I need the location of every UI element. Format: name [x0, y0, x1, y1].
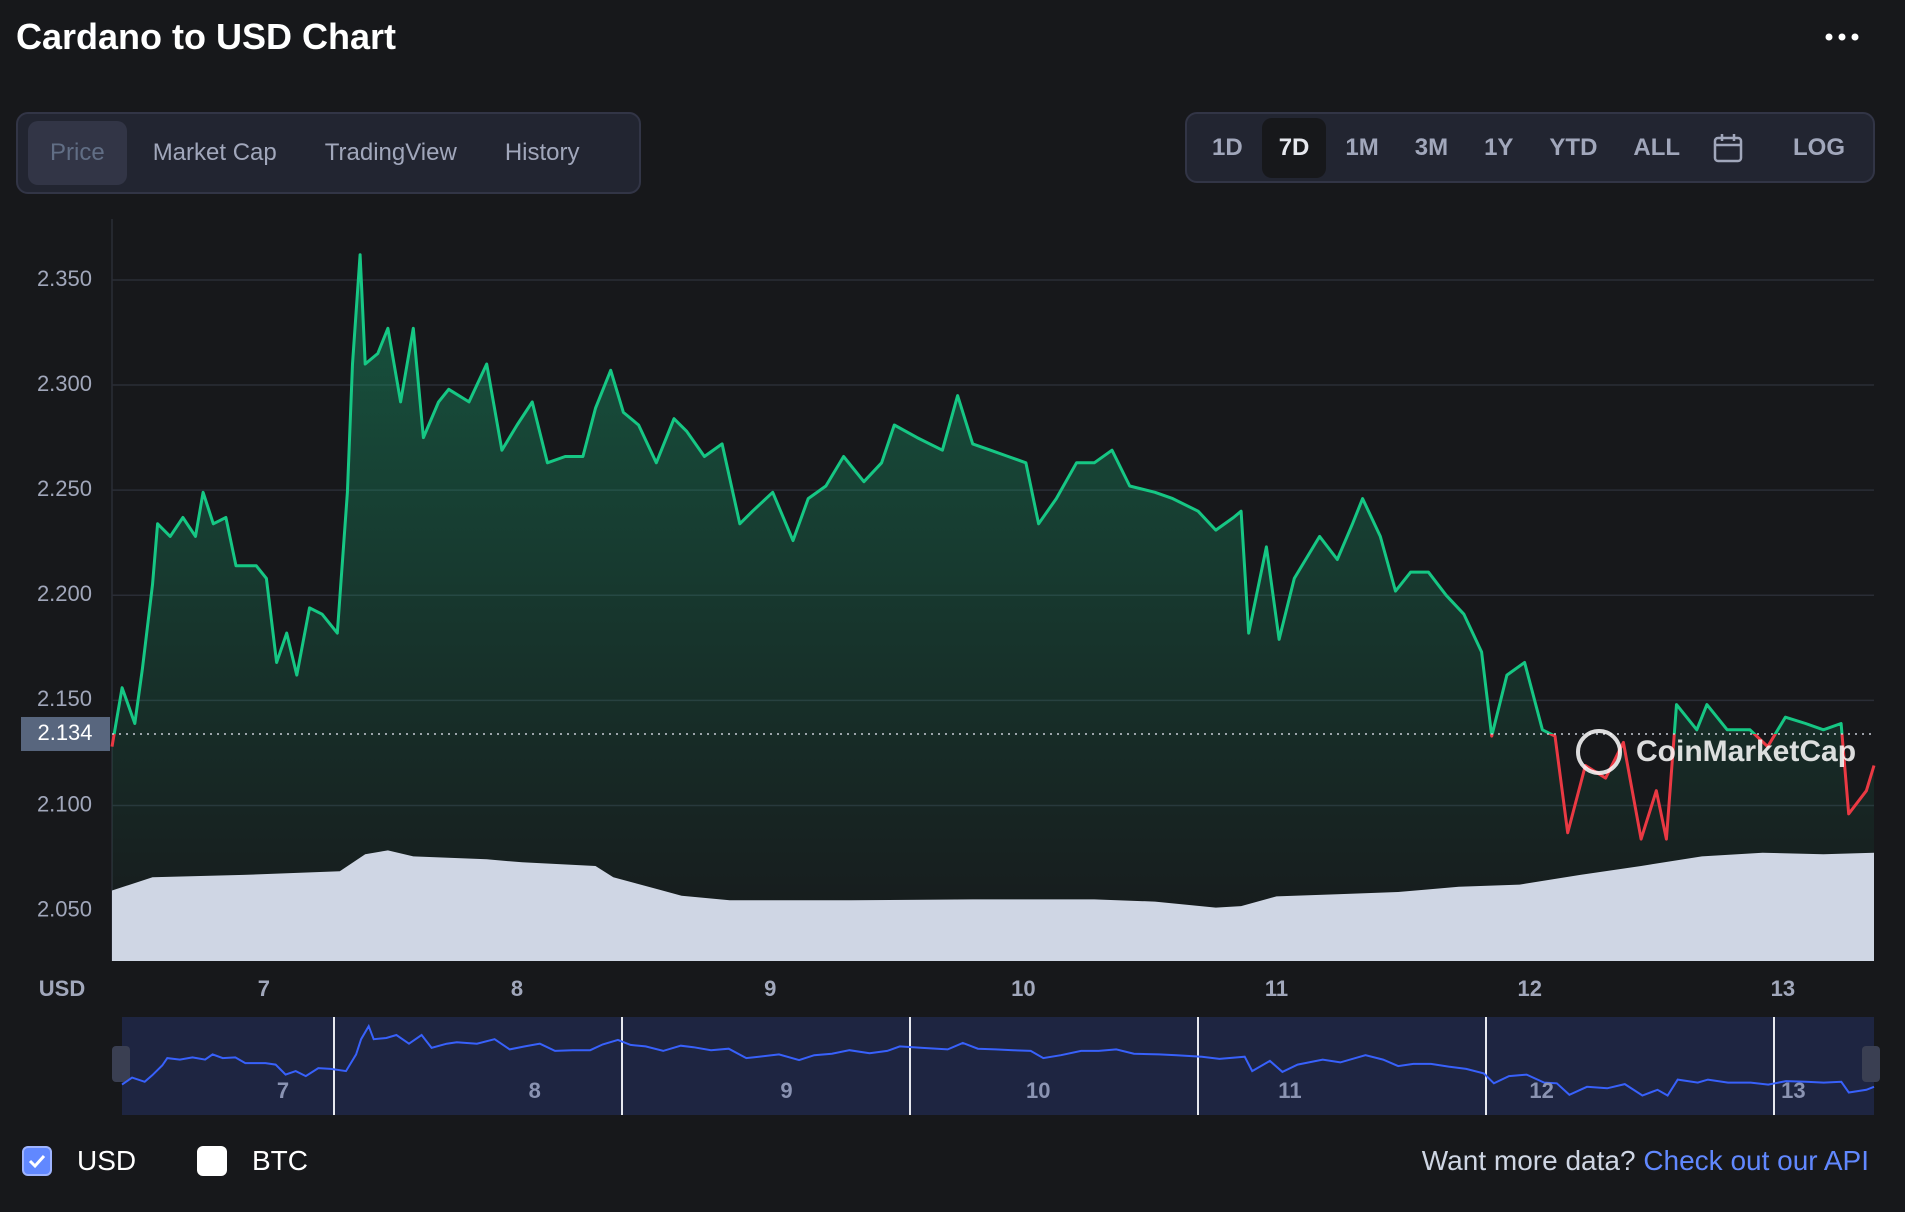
log-button[interactable]: LOG	[1793, 133, 1845, 161]
y-tick-label: 2.300	[37, 371, 92, 396]
navigator-tick-label: 12	[1529, 1078, 1553, 1103]
checkbox-label: BTC	[252, 1145, 308, 1176]
y-tick-label: 2.350	[37, 266, 92, 291]
chart: 2.134 2.050 2.100 2.150 2.200 2.250 2.300 2.35…	[21, 219, 1880, 1115]
api-link[interactable]: Check out our API	[1643, 1145, 1869, 1176]
volume-area	[112, 850, 1874, 961]
check-icon	[28, 1154, 46, 1169]
y-tick-label: 2.250	[37, 476, 92, 501]
tab[interactable]: History	[504, 139, 580, 166]
range-button[interactable]: 1Y	[1484, 133, 1514, 161]
navigator-tick-label: 7	[277, 1078, 289, 1103]
reference-label-box	[21, 716, 110, 751]
y-tick-label: 2.050	[37, 896, 92, 921]
range-button[interactable]: ALL	[1633, 133, 1681, 161]
price-line	[110, 253, 1876, 841]
range-button[interactable]: YTD	[1549, 133, 1598, 161]
tab-bar: Price Market Cap TradingView History	[16, 112, 641, 194]
usd-checkbox[interactable]	[22, 1146, 52, 1176]
x-tick-label: 12	[1517, 976, 1541, 1001]
x-tick-label: 10	[1011, 976, 1035, 1001]
range-button[interactable]: 1M	[1345, 133, 1379, 161]
navigator-background	[122, 1017, 1874, 1115]
navigator-tick-label: 13	[1781, 1078, 1805, 1103]
tab[interactable]: Market Cap	[152, 139, 277, 166]
navigator-tick-label: 11	[1278, 1078, 1301, 1103]
y-axis-label: USD	[39, 976, 85, 1001]
x-tick-label: 13	[1771, 976, 1795, 1001]
btc-checkbox[interactable]	[197, 1146, 227, 1176]
x-tick-label: 8	[511, 976, 523, 1001]
watermark: CoinMarketCap	[1636, 735, 1856, 768]
more-menu[interactable]	[1825, 32, 1859, 42]
range-bar: 1D 7D 1M 3M 1Y YTD ALL LOG	[1185, 112, 1875, 183]
reference-label: 2.134	[37, 720, 92, 745]
y-tick-label: 2.100	[37, 791, 92, 816]
range-button[interactable]: 1D	[1212, 133, 1243, 161]
navigator-handle-left[interactable]	[112, 1046, 130, 1082]
calendar-button[interactable]	[1713, 133, 1743, 163]
prompt-text: Want more data?	[1421, 1145, 1636, 1176]
watermark-logo	[1576, 729, 1622, 775]
navigator-handle-right[interactable]	[1862, 1046, 1880, 1082]
y-tick-label: 2.200	[37, 581, 92, 606]
checkbox-label: USD	[77, 1145, 137, 1176]
navigator-tick-label: 10	[1026, 1078, 1050, 1103]
x-tick-label: 9	[764, 976, 776, 1001]
api-prompt: Want more data? Check out our API	[1422, 1146, 1869, 1176]
x-tick-label: 11	[1265, 976, 1288, 1001]
y-tick-label: 2.150	[37, 686, 92, 711]
price-area	[112, 254, 1874, 961]
range-button[interactable]: 3M	[1414, 133, 1449, 161]
range-button[interactable]: 7D	[1261, 117, 1327, 178]
x-tick-label: 7	[258, 976, 270, 1001]
footer: USD BTC Want more data? Check out our AP…	[0, 1140, 1905, 1190]
chart-title: Cardano to USD Chart	[16, 16, 397, 57]
navigator-tick-label: 9	[780, 1078, 792, 1103]
tab[interactable]: Price	[28, 121, 127, 185]
navigator-tick-label: 8	[529, 1078, 541, 1103]
navigator-dividers	[333, 1017, 1775, 1115]
tab[interactable]: TradingView	[324, 139, 457, 166]
navigator-line	[121, 1023, 1875, 1097]
